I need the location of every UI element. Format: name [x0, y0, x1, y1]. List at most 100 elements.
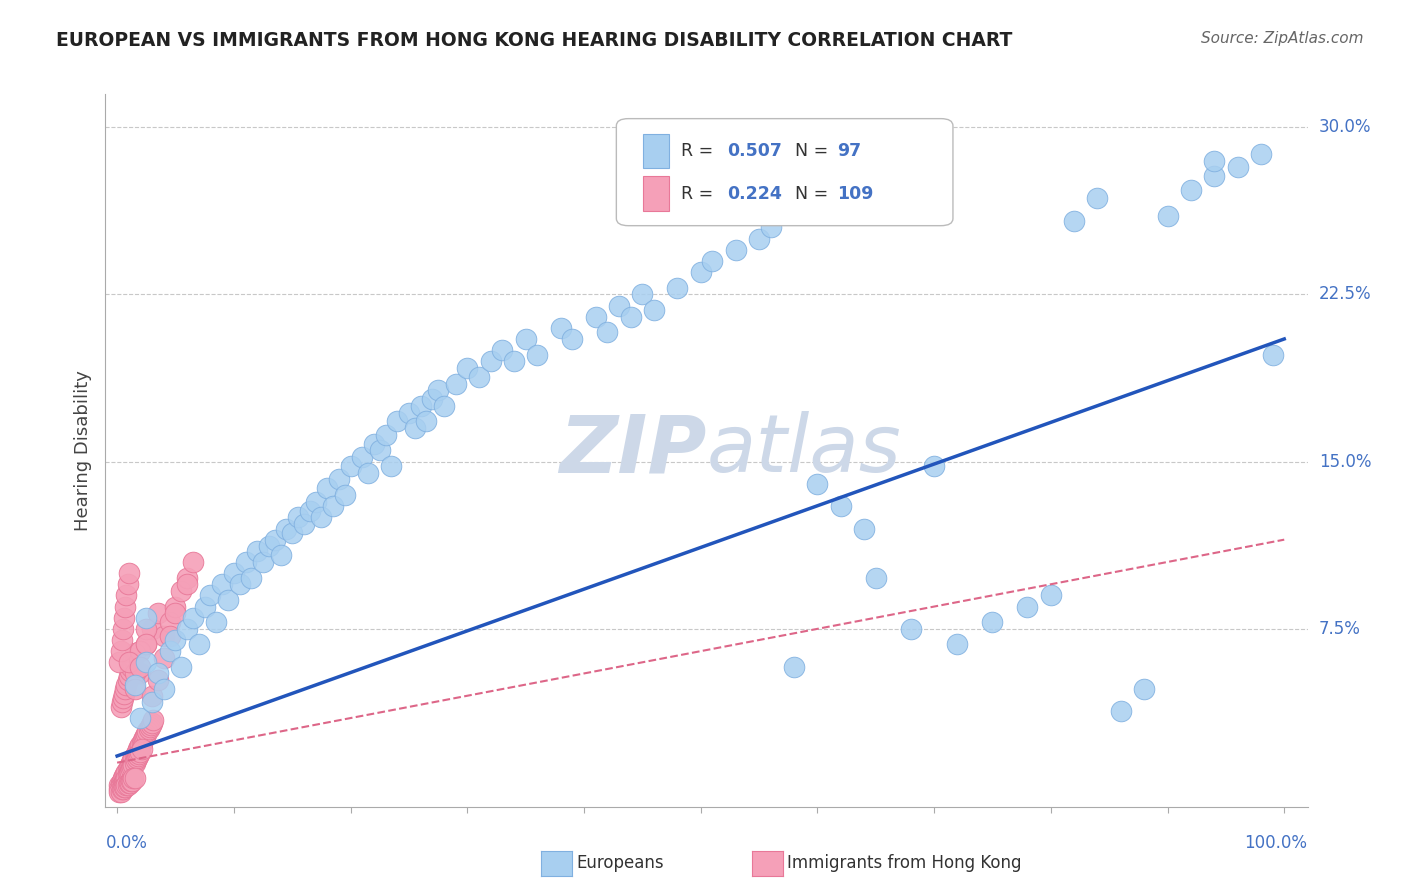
Point: [311, 510, 333, 524]
Point: [128, 740, 150, 755]
Point: [136, 724, 159, 739]
Y-axis label: Hearing Disability: Hearing Disability: [73, 370, 91, 531]
Point: [111, 771, 134, 786]
Point: [142, 714, 165, 728]
Point: [211, 577, 233, 591]
Point: [526, 347, 548, 362]
Text: 97: 97: [838, 142, 862, 160]
Bar: [643, 177, 669, 211]
Point: [118, 655, 141, 669]
Text: 15.0%: 15.0%: [1319, 452, 1371, 471]
Point: [135, 726, 157, 740]
Point: [205, 615, 228, 630]
Point: [146, 673, 169, 687]
Point: [187, 637, 209, 651]
Point: [165, 599, 187, 614]
Point: [127, 749, 149, 764]
Point: [981, 615, 1004, 630]
Point: [1063, 213, 1085, 227]
Point: [117, 762, 139, 776]
Point: [121, 753, 143, 767]
Point: [139, 720, 162, 734]
Point: [1204, 169, 1226, 184]
Point: [132, 733, 155, 747]
Point: [141, 696, 163, 710]
Point: [108, 655, 131, 669]
Point: [124, 771, 146, 786]
Text: 30.0%: 30.0%: [1319, 118, 1371, 136]
Point: [129, 738, 152, 752]
Point: [122, 771, 145, 786]
Point: [111, 690, 134, 705]
Text: 100.0%: 100.0%: [1244, 834, 1308, 852]
Point: [415, 414, 437, 428]
Point: [108, 778, 131, 792]
Point: [114, 766, 136, 781]
Point: [146, 607, 169, 621]
Point: [118, 766, 141, 781]
Point: [122, 751, 145, 765]
Point: [830, 500, 852, 514]
Point: [748, 232, 770, 246]
Text: 0.0%: 0.0%: [105, 834, 148, 852]
Point: [585, 310, 607, 324]
Point: [387, 414, 409, 428]
Point: [806, 476, 828, 491]
Point: [217, 592, 239, 607]
Point: [110, 644, 132, 658]
Point: [550, 321, 572, 335]
Point: [159, 615, 181, 630]
Point: [276, 521, 298, 535]
Point: [122, 758, 145, 772]
Text: R =: R =: [682, 185, 718, 202]
Text: 7.5%: 7.5%: [1319, 620, 1361, 638]
Point: [111, 622, 134, 636]
Point: [287, 510, 309, 524]
Point: [135, 637, 157, 651]
Text: N =: N =: [796, 142, 834, 160]
FancyBboxPatch shape: [616, 119, 953, 226]
Point: [228, 577, 250, 591]
Point: [159, 628, 181, 642]
Point: [561, 332, 583, 346]
Point: [176, 622, 198, 636]
Point: [1109, 705, 1132, 719]
Point: [111, 773, 134, 788]
Point: [124, 749, 146, 764]
Point: [135, 610, 157, 624]
Point: [118, 764, 141, 779]
Point: [118, 775, 141, 790]
Point: [108, 785, 131, 799]
Point: [181, 610, 204, 624]
Point: [121, 773, 143, 788]
Point: [298, 503, 321, 517]
Text: 109: 109: [838, 185, 875, 202]
Point: [117, 673, 139, 687]
Point: [631, 287, 654, 301]
Point: [120, 773, 142, 788]
Point: [270, 548, 292, 563]
Point: [783, 660, 806, 674]
Point: [141, 715, 163, 730]
Point: [128, 747, 150, 761]
Point: [129, 666, 152, 681]
Point: [115, 589, 138, 603]
Point: [114, 599, 136, 614]
Point: [263, 533, 285, 547]
Point: [114, 773, 136, 788]
Point: [114, 681, 136, 696]
Point: [380, 459, 402, 474]
Point: [1087, 192, 1109, 206]
Point: [339, 459, 361, 474]
Point: [153, 651, 176, 665]
Point: [108, 782, 131, 797]
Point: [110, 775, 132, 790]
Point: [110, 699, 132, 714]
Text: Immigrants from Hong Kong: Immigrants from Hong Kong: [787, 855, 1022, 872]
Point: [853, 521, 876, 535]
Text: Europeans: Europeans: [576, 855, 664, 872]
Point: [141, 689, 163, 703]
Point: [118, 758, 141, 772]
Point: [111, 782, 134, 797]
Point: [115, 778, 138, 792]
